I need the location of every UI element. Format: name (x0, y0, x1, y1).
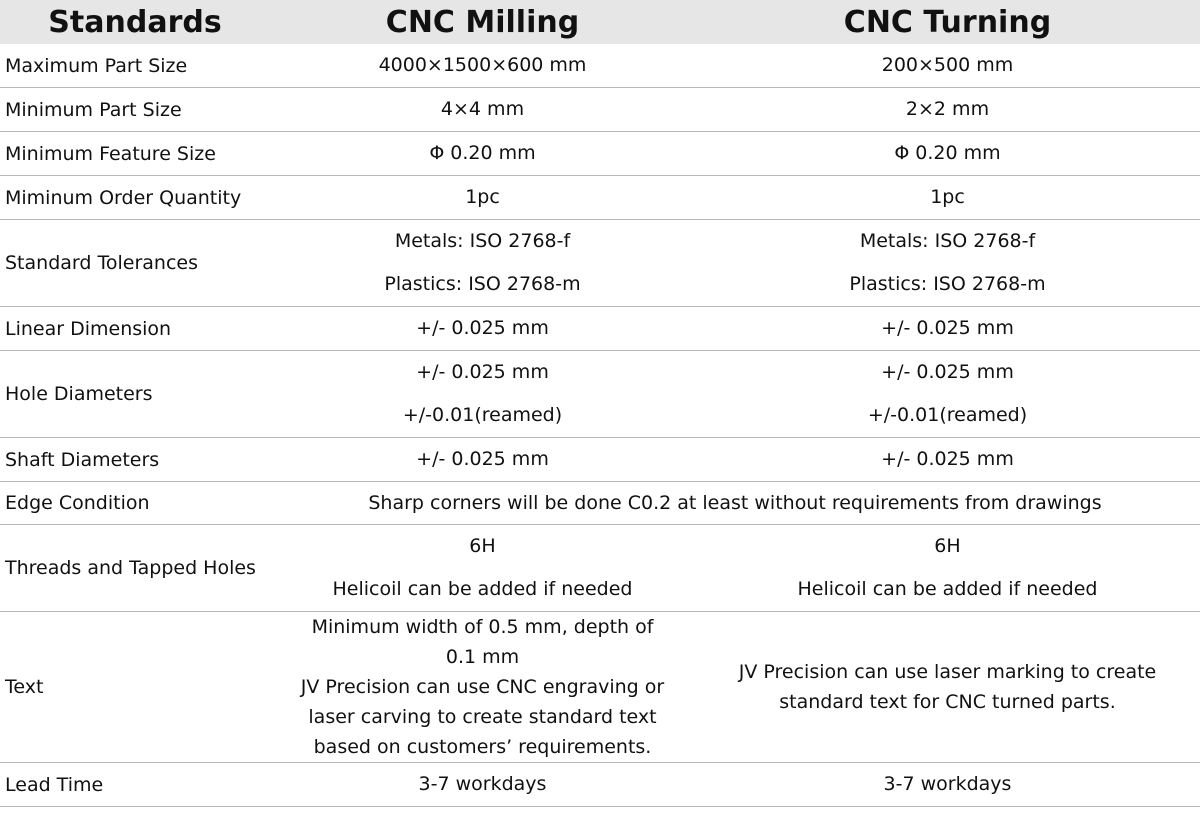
value-cell: +/- 0.025 mm (270, 306, 695, 351)
row-label: Hole Diameters (0, 350, 270, 438)
spec-table: Standards CNC Milling CNC Turning Maximu… (0, 0, 1200, 807)
value-cell: +/- 0.025 mm (695, 437, 1200, 482)
value-cell: 200×500 mm (695, 44, 1200, 88)
value-cell: JV Precision can use laser marking to cr… (695, 611, 1200, 763)
table-row: Threads and Tapped Holes 6H Helicoil can b… (0, 524, 1200, 612)
table-row: Maximum Part Size 4000×1500×600 mm 200×500… (0, 44, 1200, 88)
cell-line: +/-0.01(reamed) (867, 404, 1028, 426)
value-cell: 1pc (270, 175, 695, 220)
value-cell: Metals: ISO 2768-f Plastics: ISO 2768-m (270, 219, 695, 307)
cell-line: +/- 0.025 mm (881, 361, 1014, 383)
row-label: Text (0, 611, 270, 763)
value-cell: 4×4 mm (270, 87, 695, 132)
cell-line: 3-7 workdays (883, 773, 1012, 795)
table-row: Linear Dimension +/- 0.025 mm +/- 0.025 mm (0, 306, 1200, 351)
table-row: Hole Diameters +/- 0.025 mm +/-0.01(reamed… (0, 350, 1200, 438)
value-cell: 2×2 mm (695, 87, 1200, 132)
cell-line: Helicoil can be added if needed (797, 578, 1098, 600)
cell-line: Sharp corners will be done C0.2 at least… (368, 492, 1102, 514)
value-cell: 6H Helicoil can be added if needed (270, 524, 695, 612)
cell-line: 200×500 mm (881, 54, 1014, 76)
cell-line: Minimum width of 0.5 mm, depth of 0.1 mm (311, 616, 654, 668)
row-label: Standard Tolerances (0, 219, 270, 307)
cell-line: 1pc (465, 186, 500, 208)
row-label: Shaft Diameters (0, 437, 270, 482)
value-cell: +/- 0.025 mm +/-0.01(reamed) (695, 350, 1200, 438)
value-cell: 1pc (695, 175, 1200, 220)
value-cell: +/- 0.025 mm +/-0.01(reamed) (270, 350, 695, 438)
cell-line: Plastics: ISO 2768-m (384, 273, 581, 295)
row-label: Threads and Tapped Holes (0, 524, 270, 612)
value-cell: 6H Helicoil can be added if needed (695, 524, 1200, 612)
value-cell: +/- 0.025 mm (695, 306, 1200, 351)
table-row: Minimum Part Size 4×4 mm 2×2 mm (0, 87, 1200, 132)
header-row: Standards CNC Milling CNC Turning (0, 0, 1200, 44)
table-row: Text Minimum width of 0.5 mm, depth of 0.… (0, 611, 1200, 763)
cell-line: +/- 0.025 mm (881, 317, 1014, 339)
cell-line: Plastics: ISO 2768-m (849, 273, 1046, 295)
value-cell: Metals: ISO 2768-f Plastics: ISO 2768-m (695, 219, 1200, 307)
cell-line: +/-0.01(reamed) (402, 404, 563, 426)
header-cell: CNC Turning (695, 0, 1200, 44)
cell-line: +/- 0.025 mm (416, 448, 549, 470)
cell-line: 6H (469, 535, 496, 557)
value-cell: 4000×1500×600 mm (270, 44, 695, 88)
row-label: Minimum Feature Size (0, 131, 270, 176)
cell-line: 1pc (930, 186, 965, 208)
value-cell: 3-7 workdays (695, 762, 1200, 807)
cell-line: Metals: ISO 2768-f (859, 230, 1036, 252)
cell-line: Φ 0.20 mm (429, 142, 536, 164)
header-cell: Standards (0, 0, 270, 44)
table-row: Miminum Order Quantity 1pc 1pc (0, 175, 1200, 220)
value-cell: Φ 0.20 mm (695, 131, 1200, 176)
value-cell: Minimum width of 0.5 mm, depth of 0.1 mm… (270, 611, 695, 763)
cell-line: Φ 0.20 mm (894, 142, 1001, 164)
value-cell: Φ 0.20 mm (270, 131, 695, 176)
table-row: Standard Tolerances Metals: ISO 2768-f Pla… (0, 219, 1200, 307)
row-label: Minimum Part Size (0, 87, 270, 132)
cell-line: +/- 0.025 mm (416, 361, 549, 383)
cell-line: Metals: ISO 2768-f (394, 230, 571, 252)
cell-line: 2×2 mm (905, 98, 990, 120)
row-label: Miminum Order Quantity (0, 175, 270, 220)
cell-line: +/- 0.025 mm (416, 317, 549, 339)
row-label: Edge Condition (0, 481, 270, 525)
value-cell: Sharp corners will be done C0.2 at least… (270, 481, 1200, 525)
cell-line: +/- 0.025 mm (881, 448, 1014, 470)
table-row: Shaft Diameters +/- 0.025 mm +/- 0.025 mm (0, 437, 1200, 482)
table-row: Lead Time 3-7 workdays 3-7 workdays (0, 762, 1200, 807)
cell-line: JV Precision can use CNC engraving or la… (300, 676, 665, 758)
table-body: Maximum Part Size 4000×1500×600 mm 200×500… (0, 44, 1200, 807)
table-row: Minimum Feature Size Φ 0.20 mm Φ 0.20 mm (0, 131, 1200, 176)
value-cell: +/- 0.025 mm (270, 437, 695, 482)
cell-line: 6H (934, 535, 961, 557)
cell-line: 4000×1500×600 mm (378, 54, 587, 76)
cell-line: 3-7 workdays (418, 773, 547, 795)
row-label: Linear Dimension (0, 306, 270, 351)
value-cell: 3-7 workdays (270, 762, 695, 807)
cell-line: Helicoil can be added if needed (332, 578, 633, 600)
table-row: Edge Condition Sharp corners will be done… (0, 481, 1200, 525)
row-label: Maximum Part Size (0, 44, 270, 88)
cell-line: 4×4 mm (440, 98, 525, 120)
cell-line: JV Precision can use laser marking to cr… (738, 661, 1157, 713)
header-cell: CNC Milling (270, 0, 695, 44)
row-label: Lead Time (0, 762, 270, 807)
